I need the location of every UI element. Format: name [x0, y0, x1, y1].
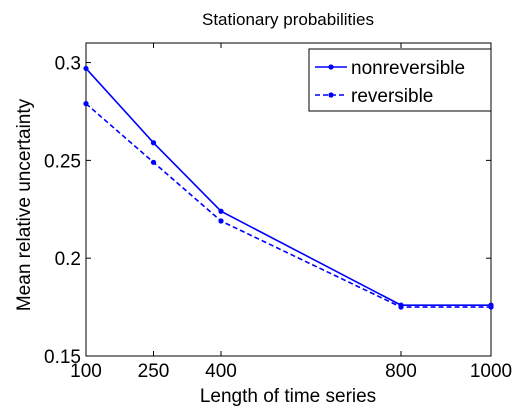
plot-area — [85, 42, 492, 357]
data-point-reversible — [150, 159, 157, 165]
legend: nonreversible reversible — [308, 48, 492, 112]
data-point-reversible — [398, 304, 404, 310]
x-axis-label: Length of time series — [200, 386, 376, 407]
x-tick-label: 1000 — [470, 361, 512, 382]
series-group — [83, 65, 494, 310]
legend-box — [308, 48, 492, 112]
x-axis: 100 250 400 800 1000 — [70, 43, 512, 382]
x-tick-label: 250 — [138, 361, 170, 382]
y-tick-label: 0.3 — [55, 54, 81, 75]
data-point-reversible — [218, 218, 224, 224]
x-tick-label: 100 — [70, 361, 102, 382]
y-tick-label: 0.25 — [44, 151, 81, 172]
data-point-nonreversible — [218, 208, 224, 214]
y-axis-label: Mean relative uncertainty — [14, 98, 35, 311]
x-tick-label: 400 — [205, 361, 237, 382]
legend-label-reversible: reversible — [351, 86, 433, 107]
y-tick-label: 0.15 — [44, 347, 81, 368]
y-tick-label: 0.2 — [55, 249, 81, 270]
data-point-nonreversible — [150, 140, 157, 146]
data-point-nonreversible — [83, 65, 89, 72]
data-point-reversible — [83, 101, 89, 107]
legend-marker-reversible — [328, 92, 334, 98]
x-tick-label: 800 — [385, 361, 417, 382]
y-axis: 0.15 0.2 0.25 0.3 — [44, 54, 491, 368]
legend-label-nonreversible: nonreversible — [351, 58, 465, 79]
data-point-reversible — [488, 304, 494, 310]
legend-marker-nonreversible — [328, 64, 334, 70]
chart-title: Stationary probabilities — [202, 10, 374, 29]
